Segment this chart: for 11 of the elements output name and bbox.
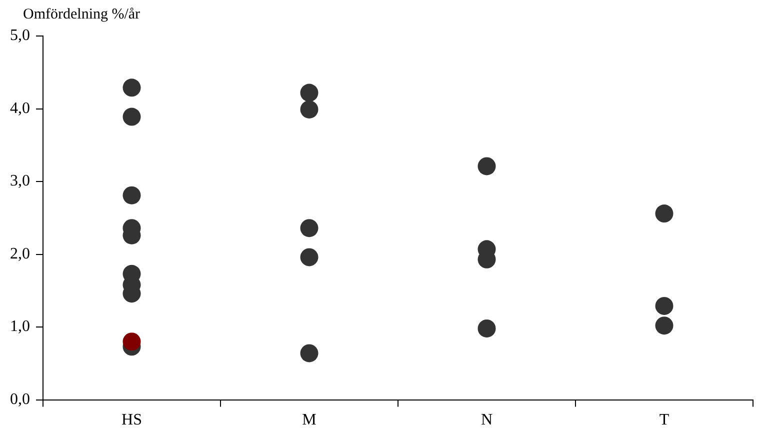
y-tick-label: 3,0 (10, 172, 30, 190)
y-tick-label: 4,0 (10, 100, 30, 117)
y-tick-label: 5,0 (10, 27, 30, 44)
x-tick-label: HS (122, 412, 142, 429)
x-tick-label: N (480, 412, 493, 429)
y-tick-label: 1,0 (10, 318, 30, 336)
y-tick-label: 0,0 (10, 391, 30, 408)
y-tick-label: 2,0 (10, 245, 30, 262)
x-tick-label: T (659, 412, 670, 429)
y-axis-title: Omfördelning %/år (23, 6, 140, 22)
x-tick-label: M (302, 412, 316, 429)
